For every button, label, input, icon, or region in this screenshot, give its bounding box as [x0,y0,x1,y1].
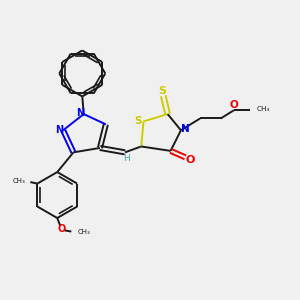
Text: N: N [55,125,63,135]
Text: CH₃: CH₃ [12,178,25,184]
Text: S: S [159,85,167,95]
Text: CH₃: CH₃ [78,229,91,235]
Text: CH₃: CH₃ [256,106,270,112]
Text: N: N [76,108,84,118]
Text: O: O [186,155,195,165]
Text: O: O [58,224,66,234]
Text: O: O [230,100,238,110]
Text: S: S [134,116,142,126]
Text: H: H [123,154,130,163]
Text: N: N [181,124,189,134]
